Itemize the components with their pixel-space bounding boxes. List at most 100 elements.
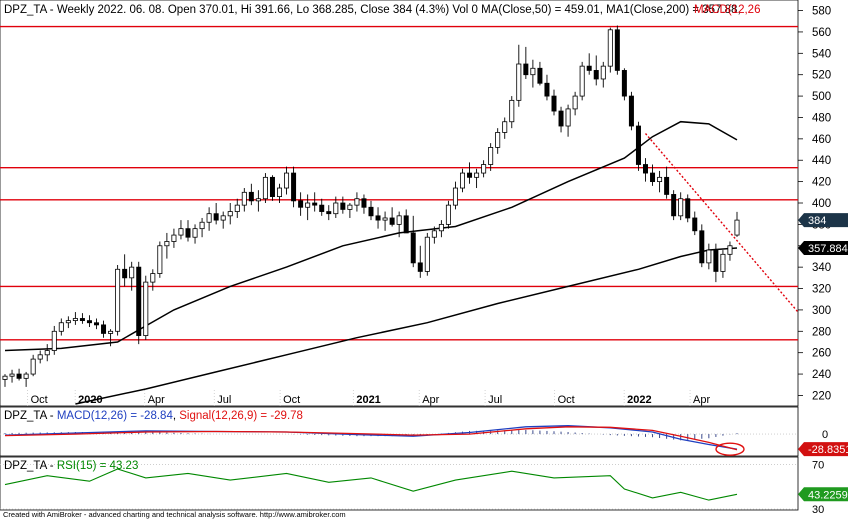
candle-body (452, 187, 458, 206)
candle-body (678, 198, 684, 217)
candle (706, 243, 712, 270)
candle-body (72, 318, 78, 322)
candle (255, 190, 261, 212)
candle (94, 318, 100, 330)
candle (72, 312, 78, 325)
candle-body (262, 176, 268, 200)
candle (65, 316, 71, 329)
time-tick-label: Oct (558, 394, 575, 406)
candle (530, 59, 536, 88)
candle-body (269, 176, 275, 197)
candle-body (586, 65, 592, 71)
main-header-macd: MACD(12,26 (694, 4, 760, 16)
close-price-badge-label: 384 (808, 215, 826, 227)
candle (600, 61, 606, 88)
price-tick-label: 440 (812, 155, 831, 167)
candle-body (115, 268, 121, 332)
time-tick-label: Apr (148, 394, 165, 406)
candle-body (178, 228, 184, 236)
candle-body (734, 219, 740, 236)
candle (58, 318, 64, 336)
candle-body (410, 232, 416, 264)
candle (122, 254, 128, 287)
candle-body (502, 121, 508, 133)
candle (657, 170, 663, 193)
candle-body (206, 213, 212, 223)
candle-body (58, 322, 64, 332)
candle (206, 207, 212, 231)
price-tick-label: 500 (812, 91, 831, 103)
candle (192, 224, 198, 244)
candle-body (340, 202, 346, 210)
macd-badge-shape (798, 442, 848, 457)
candle-body (122, 268, 128, 279)
rsi-series-line (4, 468, 738, 501)
rsi-line (4, 468, 738, 501)
candle-body (185, 228, 191, 238)
candle-body (136, 266, 142, 336)
candle (396, 211, 402, 238)
candle-body (474, 172, 480, 178)
candle-body (516, 63, 522, 101)
candle (248, 183, 254, 206)
candle (417, 245, 423, 278)
candle-body (417, 262, 423, 272)
candle (368, 200, 374, 221)
candle (516, 44, 522, 107)
time-tick-label: Oct (31, 394, 48, 406)
candle (424, 232, 430, 276)
candle (685, 194, 691, 223)
candle-body (720, 253, 726, 272)
candle-body (368, 206, 374, 217)
time-tick-label: 2021 (356, 394, 380, 406)
candle (607, 27, 613, 73)
candle-body (129, 266, 135, 279)
downtrend-line (644, 133, 799, 313)
time-tick-label: Jul (488, 394, 502, 406)
candle (16, 368, 22, 381)
price-axis: 2202402602803003203403603804004204404604… (798, 6, 831, 402)
candle-body (544, 82, 550, 97)
rsi-tick-label: 70 (812, 460, 824, 472)
rsi-badge: 43.2259 (798, 487, 848, 502)
candle (488, 143, 494, 171)
candle-body (530, 67, 536, 76)
candle (382, 211, 388, 231)
candle (523, 46, 529, 79)
rsi-tick-label: 30 (812, 504, 824, 516)
time-tick-label: Jul (217, 394, 231, 406)
candle-body (692, 217, 698, 232)
candle (312, 192, 318, 212)
candle (262, 173, 268, 203)
price-tick-label: 260 (812, 348, 831, 360)
candle (664, 166, 670, 199)
footer-credit: Created with AmiBroker - advanced charti… (3, 510, 346, 519)
candle-body (727, 245, 733, 255)
ma200-line (75, 247, 738, 405)
candle (44, 344, 50, 362)
close-price-badge: 384 (798, 213, 848, 228)
candle-body (621, 70, 627, 97)
candle-body (51, 330, 57, 351)
candle (284, 166, 290, 195)
candle (720, 250, 726, 278)
candle-body (650, 172, 656, 183)
candle (431, 226, 437, 244)
candle-body (220, 215, 226, 221)
candle-body (213, 213, 219, 221)
candle-body (347, 204, 353, 210)
candle (593, 55, 599, 86)
price-tick-label: 280 (812, 326, 831, 338)
macd-badge-label: -28.8351 (808, 444, 850, 456)
ma200-badge: 357.884 (798, 241, 848, 256)
candle-body (382, 217, 388, 221)
price-tick-label: 240 (812, 369, 831, 381)
candle (115, 265, 121, 336)
candle (227, 203, 233, 225)
price-tick-label: 520 (812, 70, 831, 82)
candle (354, 192, 360, 212)
candle-body (572, 95, 578, 110)
candle (713, 243, 719, 283)
price-tick-label: 400 (812, 198, 831, 210)
candle-body (108, 330, 114, 334)
